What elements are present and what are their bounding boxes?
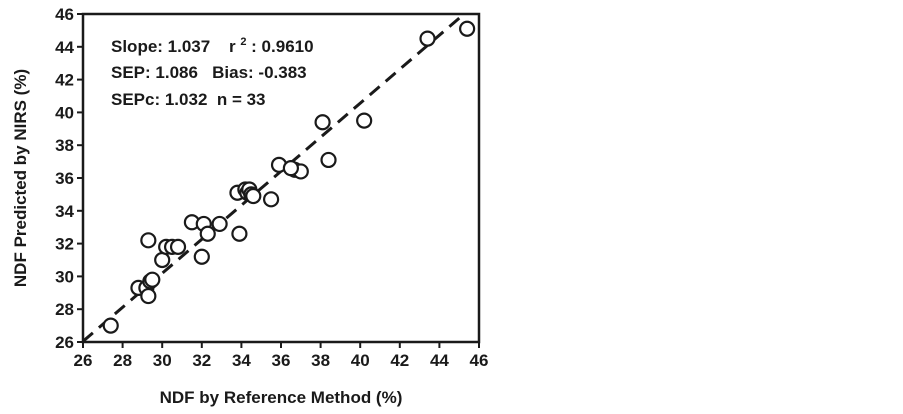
y-tick-label: 40 — [55, 103, 74, 122]
x-tick-label: 42 — [390, 351, 409, 370]
stats-r2-value: : 0.9610 — [251, 37, 313, 56]
x-tick-label: 32 — [192, 351, 211, 370]
x-axis-title: NDF by Reference Method (%) — [160, 388, 403, 407]
x-axis-ticks: 26 28 30 32 34 36 38 40 42 44 46 — [74, 342, 489, 370]
x-tick-label: 30 — [153, 351, 172, 370]
y-tick-label: 28 — [55, 300, 74, 319]
stats-slope: Slope: 1.037 — [111, 37, 210, 56]
y-tick-label: 44 — [55, 38, 74, 57]
y-tick-label: 36 — [55, 169, 74, 188]
data-point — [154, 251, 171, 269]
y-tick-label: 32 — [55, 235, 74, 254]
y-tick-label: 26 — [55, 333, 74, 352]
data-point — [245, 187, 262, 205]
data-point — [102, 317, 119, 334]
data-point — [419, 30, 436, 47]
data-points-layer — [102, 20, 476, 334]
data-point — [320, 151, 337, 169]
stats-line-2: SEP: 1.086 Bias: -0.383 — [111, 63, 307, 82]
x-tick-label: 40 — [351, 351, 370, 370]
data-point — [211, 215, 228, 233]
data-point — [356, 112, 373, 129]
y-axis-ticks: 26 28 30 32 34 36 38 40 42 44 46 — [55, 5, 83, 352]
y-tick-label: 42 — [55, 71, 74, 90]
y-axis-title: NDF Predicted by NIRS (%) — [11, 69, 30, 287]
stats-r-superscript: 2 — [240, 36, 246, 48]
y-tick-label: 34 — [55, 202, 74, 221]
y-tick-label: 30 — [55, 267, 74, 286]
data-point — [459, 20, 476, 37]
data-point — [140, 287, 157, 305]
x-tick-label: 44 — [430, 351, 449, 370]
data-point — [169, 238, 187, 255]
stats-line-3: SEPc: 1.032 n = 33 — [111, 90, 266, 109]
stats-annotation: Slope: 1.037 r 2 : 0.9610 SEP: 1.086 Bia… — [111, 30, 314, 109]
x-tick-label: 28 — [113, 351, 132, 370]
x-tick-label: 36 — [272, 351, 291, 370]
stats-line-1: Slope: 1.037 r 2 : 0.9610 — [111, 30, 314, 56]
data-point — [199, 225, 216, 242]
data-point — [140, 232, 157, 249]
data-point — [231, 225, 248, 242]
x-tick-label: 34 — [232, 351, 251, 370]
data-point — [282, 160, 299, 177]
y-tick-label: 46 — [55, 5, 74, 24]
data-point — [144, 271, 161, 288]
stats-r: r — [229, 37, 236, 56]
data-point — [314, 114, 331, 131]
x-tick-label: 26 — [74, 351, 93, 370]
x-tick-label: 38 — [311, 351, 330, 370]
y-tick-label: 38 — [55, 136, 74, 155]
data-point — [263, 191, 280, 208]
x-tick-label: 46 — [470, 351, 489, 370]
data-point — [193, 248, 210, 265]
